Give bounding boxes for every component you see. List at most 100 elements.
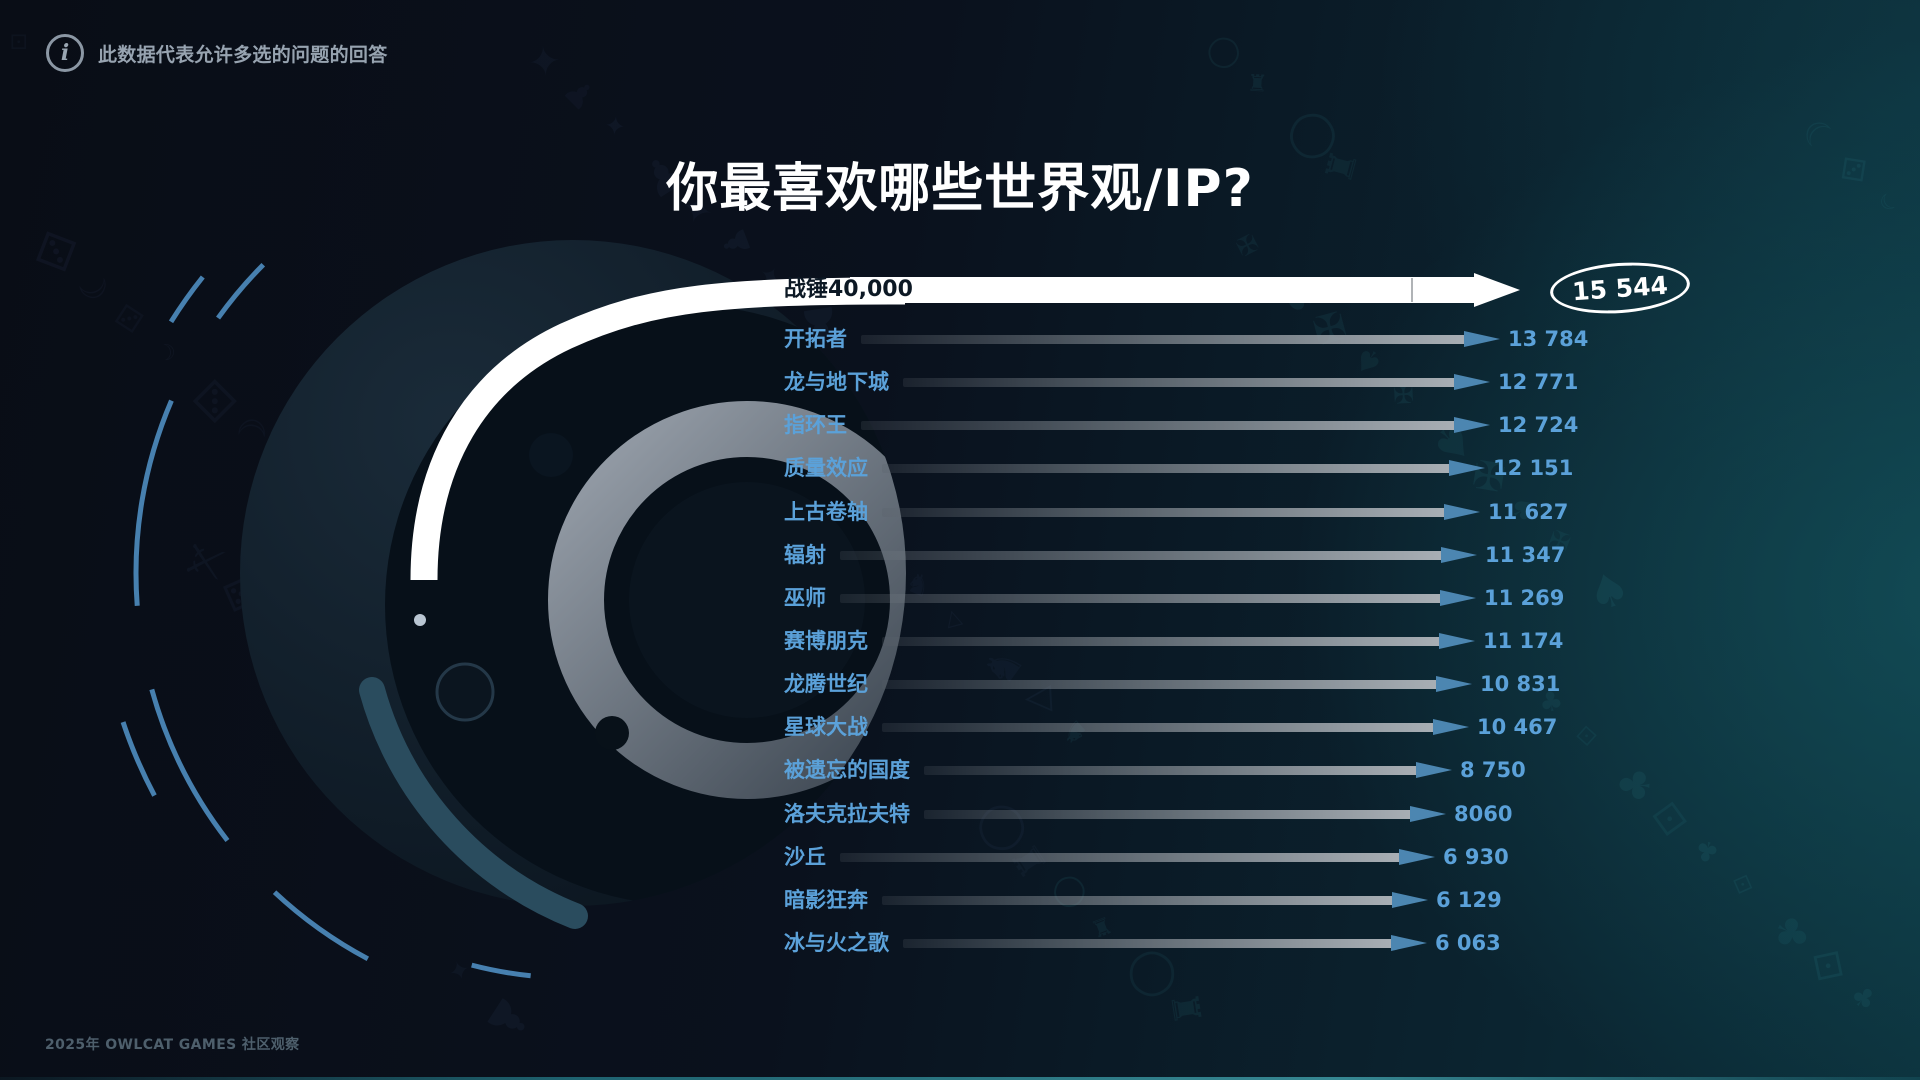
info-icon: i	[46, 34, 84, 72]
category-label: 赛博朋克	[784, 629, 868, 653]
bar-arrow-icon	[1454, 374, 1490, 390]
chart-row: 质量效应 12 151	[784, 448, 1573, 488]
bar-track	[882, 896, 1396, 905]
bar-track	[882, 723, 1437, 732]
highlight-bar	[850, 277, 1476, 303]
chart-title: 你最喜欢哪些世界观/IP?	[666, 159, 1254, 219]
bar-arrow-icon	[1436, 676, 1472, 692]
bottom-accent-line	[0, 1077, 1920, 1080]
radiating-dashes-icon	[96, 96, 1050, 1050]
tiny-moon-dot	[414, 614, 426, 626]
chart-row: 辐射 11 347	[784, 535, 1565, 575]
bar-arrow-icon	[1449, 460, 1485, 476]
bar-track	[903, 378, 1458, 387]
bar-track	[882, 508, 1448, 517]
category-label: 洛夫克拉夫特	[784, 802, 910, 826]
bar-track	[861, 335, 1468, 344]
bar-arrow-icon	[1410, 806, 1446, 822]
chart-row: 沙丘 6 930	[784, 837, 1509, 877]
bar-arrow-icon	[1454, 417, 1490, 433]
category-label: 暗影狂奔	[784, 888, 868, 912]
bar-track	[840, 551, 1445, 560]
bar-track	[861, 421, 1458, 430]
bar-track	[882, 464, 1453, 473]
bar-arrow-icon	[1441, 547, 1477, 563]
category-label: 辐射	[784, 543, 826, 567]
info-note-text: 此数据代表允许多选的问题的回答	[98, 43, 388, 66]
category-label: 巫师	[784, 586, 826, 610]
highlight-bar-arrow-icon	[1474, 273, 1520, 307]
category-label: 星球大战	[784, 715, 868, 739]
category-label: 龙腾世纪	[784, 672, 868, 696]
chart-row: 上古卷轴 11 627	[784, 492, 1568, 532]
chart-row: 被遗忘的国度 8 750	[784, 750, 1526, 790]
bar-track	[840, 853, 1403, 862]
value-label: 15 544	[1571, 270, 1669, 306]
footer-credit: 2025年 OWLCAT GAMES 社区观察	[45, 1037, 300, 1053]
chart-row: 指环王 12 724	[784, 405, 1578, 445]
bar-arrow-icon	[1392, 892, 1428, 908]
crater-small-1	[529, 433, 573, 477]
value-label: 11 347	[1485, 543, 1566, 567]
category-label: 冰与火之歌	[784, 931, 889, 955]
value-label: 6 930	[1443, 845, 1509, 869]
bar-arrow-icon	[1439, 633, 1475, 649]
category-label: 龙与地下城	[784, 370, 889, 394]
bar-arrow-icon	[1440, 590, 1476, 606]
orbit-crescent	[359, 677, 588, 929]
bar-track	[840, 594, 1444, 603]
chart-row: 冰与火之歌 6 063	[784, 923, 1501, 963]
info-note: i 此数据代表允许多选的问题的回答	[46, 34, 388, 72]
bar-arrow-icon	[1464, 331, 1500, 347]
bar-track	[882, 637, 1443, 646]
value-label: 6 063	[1435, 931, 1501, 955]
category-label: 指环王	[784, 413, 847, 437]
bar-track	[924, 810, 1414, 819]
highlight-ellipse: 15 544	[1548, 258, 1692, 318]
bar-arrow-icon	[1416, 762, 1452, 778]
value-label: 8 750	[1460, 758, 1526, 782]
value-label: 11 174	[1483, 629, 1564, 653]
bar-track	[924, 766, 1420, 775]
value-label: 6 129	[1436, 888, 1502, 912]
category-label: 沙丘	[784, 845, 826, 869]
value-label: 10 831	[1480, 672, 1561, 696]
value-label: 8060	[1454, 802, 1513, 826]
pattern-glyph-icon: ⚀	[10, 30, 28, 54]
value-label: 12 151	[1493, 456, 1574, 480]
crater-edge	[435, 662, 495, 722]
chart-row: 洛夫克拉夫特 8060	[784, 794, 1512, 834]
bar-arrow-icon	[1399, 849, 1435, 865]
chart-row: 星球大战 10 467	[784, 707, 1557, 747]
value-label: 13 784	[1508, 327, 1589, 351]
crater-ring-inner	[629, 482, 865, 718]
bar-arrow-icon	[1444, 504, 1480, 520]
category-label: 开拓者	[784, 327, 847, 351]
category-label: 被遗忘的国度	[784, 758, 910, 782]
category-label: 战锤40,000	[784, 277, 913, 302]
highlight-bar-tick	[1411, 278, 1413, 302]
category-label: 质量效应	[784, 456, 868, 480]
chart-row: 开拓者 13 784	[784, 319, 1588, 359]
value-label: 10 467	[1477, 715, 1558, 739]
bar-arrow-icon	[1433, 719, 1469, 735]
chart-row: 龙与地下城 12 771	[784, 362, 1578, 402]
value-label: 12 771	[1498, 370, 1579, 394]
bar-track	[882, 680, 1440, 689]
chart-row: 巫师 11 269	[784, 578, 1564, 618]
value-label: 11 269	[1484, 586, 1565, 610]
chart-row: 赛博朋克 11 174	[784, 621, 1563, 661]
value-label: 11 627	[1488, 500, 1569, 524]
value-label: 12 724	[1498, 413, 1579, 437]
bar-arrow-icon	[1391, 935, 1427, 951]
chart-row: 暗影狂奔 6 129	[784, 880, 1502, 920]
crater-ring	[548, 401, 906, 799]
category-label: 上古卷轴	[784, 500, 868, 524]
crater-small-2	[595, 716, 629, 750]
chart-row: 龙腾世纪 10 831	[784, 664, 1560, 704]
white-orbit-swoosh	[410, 277, 906, 581]
